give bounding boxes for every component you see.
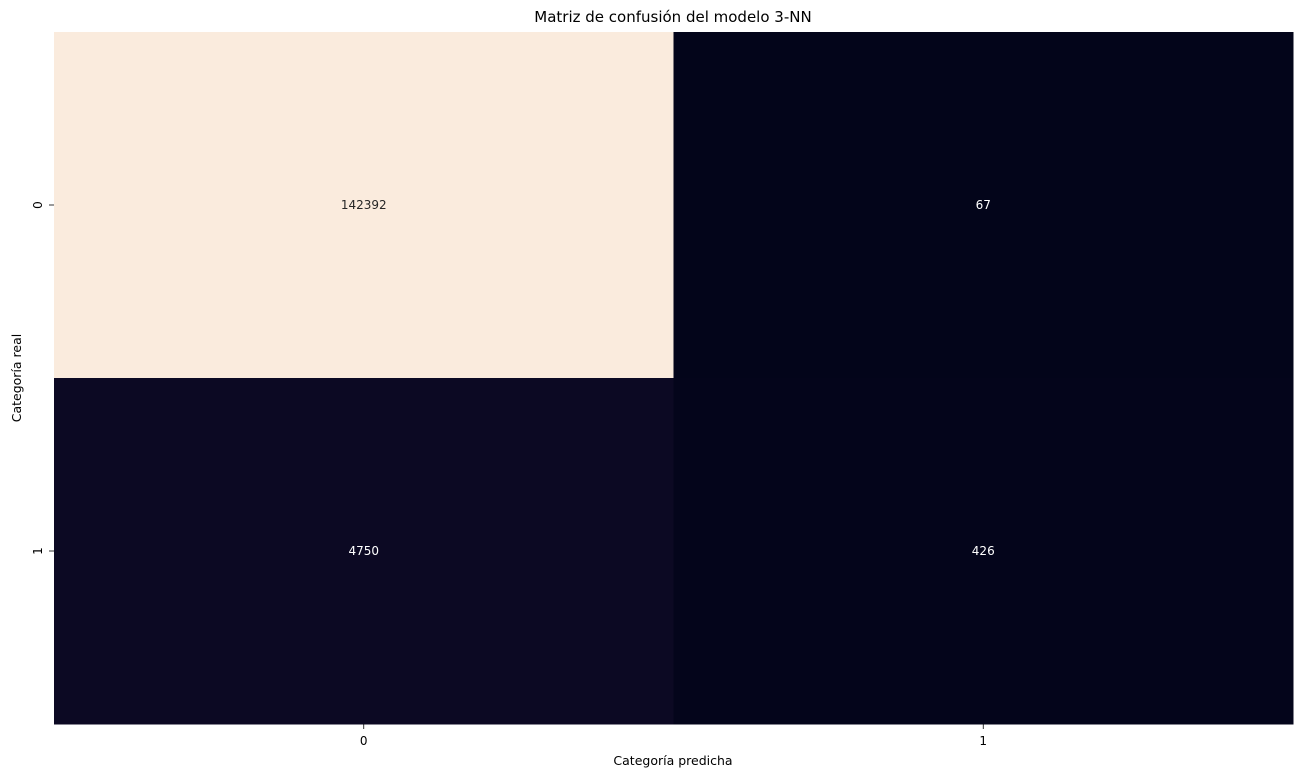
y-tick-label-1: 1 xyxy=(31,547,45,555)
x-axis-label: Categoría predicha xyxy=(613,753,732,768)
heatmap-cell-1-0 xyxy=(54,378,674,725)
x-tick-label-1: 1 xyxy=(979,734,987,748)
cell-value-label-0-1: 67 xyxy=(976,198,991,212)
heatmap-cell-1-1 xyxy=(673,378,1294,725)
cell-value-label-1-1: 426 xyxy=(972,544,995,558)
heatmap-cell-0-1 xyxy=(673,32,1294,379)
y-axis-ticks: 01 xyxy=(31,201,54,555)
cell-value-label-1-0: 4750 xyxy=(348,544,379,558)
chart-title: Matriz de confusión del modelo 3-NN xyxy=(534,8,811,26)
y-tick-label-0: 0 xyxy=(31,201,45,209)
y-axis-label: Categoría real xyxy=(9,334,24,423)
heatmap-cells: 142392 67 4750 426 xyxy=(54,32,1294,725)
x-tick-label-0: 0 xyxy=(360,734,368,748)
cell-value-label-0-0: 142392 xyxy=(341,198,387,212)
heatmap-cell-0-0 xyxy=(54,32,674,379)
